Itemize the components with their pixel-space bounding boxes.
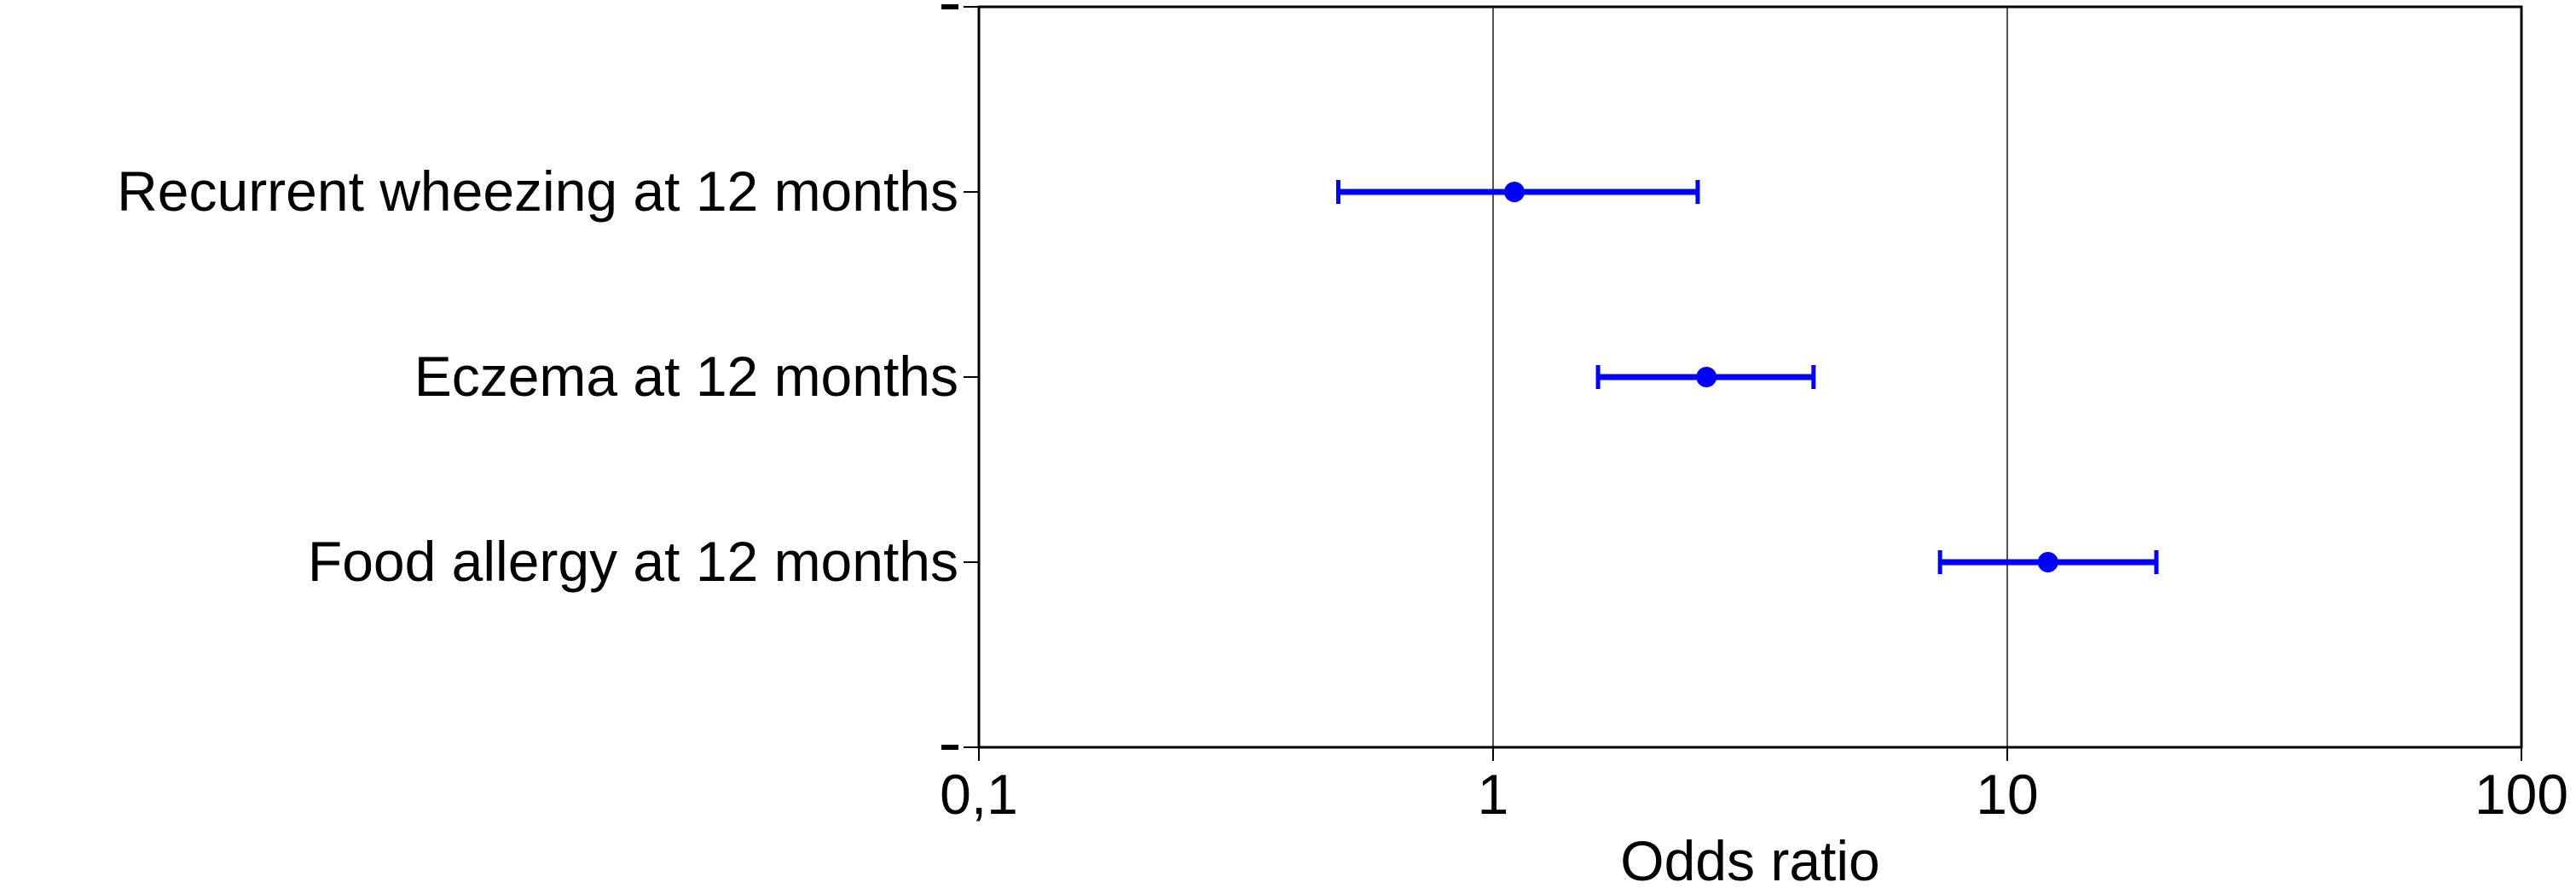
data-marks — [1338, 180, 2156, 574]
category-label: Recurrent wheezing at 12 months — [117, 160, 958, 223]
point-estimate — [1696, 367, 1716, 387]
x-axis-ticks: 0,1 1 10 100 — [940, 747, 2568, 826]
x-tick-label: 100 — [2475, 763, 2568, 826]
category-label: Food allergy at 12 months — [308, 530, 958, 593]
category-label: Eczema at 12 months — [414, 345, 958, 408]
point-estimate — [1504, 182, 1525, 202]
x-tick-label: 1 — [1478, 763, 1509, 826]
point-estimate — [2038, 552, 2058, 572]
y-axis-category-labels: Recurrent wheezing at 12 months Eczema at… — [117, 160, 958, 593]
x-axis-title: Odds ratio — [1620, 829, 1879, 892]
x-tick-label: 0,1 — [940, 763, 1018, 826]
x-tick-label: 10 — [1976, 763, 2038, 826]
